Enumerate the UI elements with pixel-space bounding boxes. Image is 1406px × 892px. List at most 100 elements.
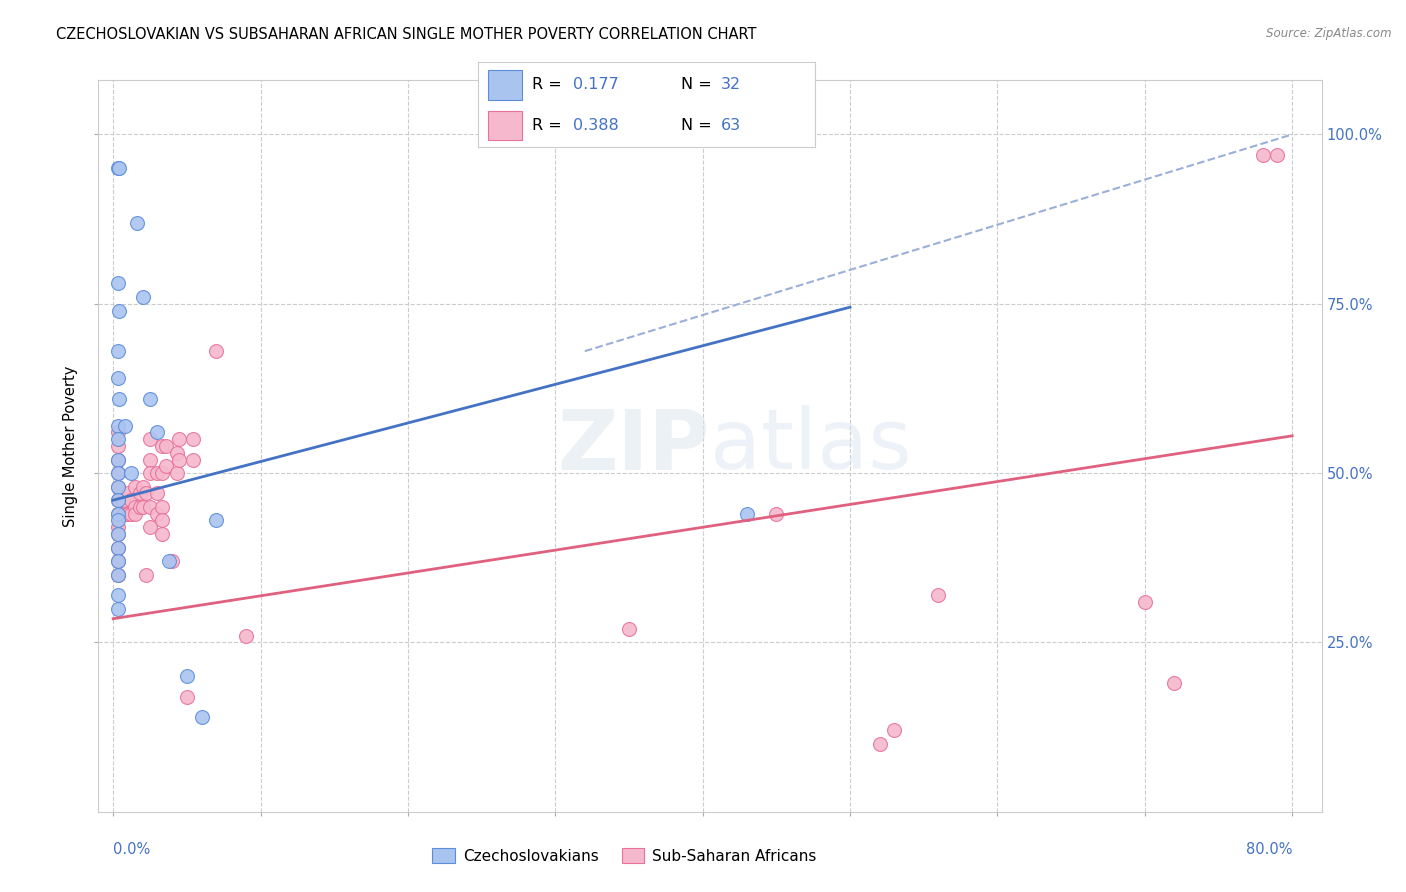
Point: [120, 466, 142, 480]
Point: [107, 527, 129, 541]
Point: [1133, 595, 1156, 609]
Point: [107, 439, 129, 453]
Point: [107, 507, 129, 521]
Text: 0.388: 0.388: [572, 118, 619, 133]
Text: ZIP: ZIP: [558, 406, 710, 486]
Text: CZECHOSLOVAKIAN VS SUBSAHARAN AFRICAN SINGLE MOTHER POVERTY CORRELATION CHART: CZECHOSLOVAKIAN VS SUBSAHARAN AFRICAN SI…: [56, 27, 756, 42]
Point: [131, 500, 153, 514]
Point: [114, 507, 136, 521]
Point: [150, 500, 173, 514]
Point: [927, 588, 949, 602]
Point: [869, 737, 891, 751]
Point: [735, 507, 758, 521]
Point: [150, 439, 173, 453]
Point: [139, 392, 162, 406]
Point: [108, 161, 131, 176]
Point: [124, 480, 146, 494]
Point: [205, 344, 228, 359]
Point: [107, 554, 129, 568]
Point: [107, 541, 129, 555]
Point: [107, 344, 129, 359]
Point: [235, 629, 257, 643]
Point: [107, 493, 129, 508]
Point: [181, 432, 204, 446]
Point: [139, 520, 162, 534]
Point: [117, 507, 139, 521]
Point: [150, 514, 173, 528]
Point: [107, 466, 129, 480]
Point: [108, 392, 131, 406]
FancyBboxPatch shape: [488, 111, 522, 140]
Text: Source: ZipAtlas.com: Source: ZipAtlas.com: [1267, 27, 1392, 40]
Point: [107, 452, 129, 467]
Point: [765, 507, 787, 521]
Point: [139, 466, 162, 480]
Point: [124, 500, 146, 514]
Point: [169, 452, 191, 467]
Point: [146, 507, 169, 521]
Text: 0.0%: 0.0%: [112, 842, 150, 857]
Point: [139, 452, 162, 467]
Point: [146, 486, 169, 500]
Point: [155, 439, 177, 453]
Text: 63: 63: [721, 118, 741, 133]
Point: [114, 418, 136, 433]
Point: [157, 554, 180, 568]
Point: [107, 514, 129, 528]
Point: [107, 554, 129, 568]
Point: [107, 601, 129, 615]
Point: [107, 432, 129, 446]
Point: [107, 371, 129, 385]
Point: [205, 514, 228, 528]
Point: [120, 493, 142, 508]
Point: [139, 500, 162, 514]
Point: [107, 567, 129, 582]
Point: [128, 500, 150, 514]
Point: [107, 277, 129, 291]
Point: [107, 588, 129, 602]
Point: [150, 466, 173, 480]
Point: [176, 690, 198, 704]
Point: [146, 466, 169, 480]
Point: [166, 446, 188, 460]
Point: [150, 527, 173, 541]
Point: [107, 480, 129, 494]
Point: [1163, 676, 1185, 690]
Text: 32: 32: [721, 78, 741, 93]
Point: [181, 452, 204, 467]
Point: [190, 710, 212, 724]
Point: [107, 567, 129, 582]
Point: [146, 425, 169, 440]
Point: [107, 466, 129, 480]
Point: [883, 723, 905, 738]
Point: [108, 303, 131, 318]
Point: [107, 418, 129, 433]
Point: [107, 425, 129, 440]
Point: [120, 507, 142, 521]
Point: [135, 567, 157, 582]
Text: N =: N =: [681, 118, 717, 133]
Text: 80.0%: 80.0%: [1246, 842, 1292, 857]
Point: [1267, 148, 1289, 162]
Point: [155, 459, 177, 474]
Point: [135, 486, 157, 500]
Text: R =: R =: [531, 78, 567, 93]
Point: [107, 161, 129, 176]
Text: R =: R =: [531, 118, 567, 133]
Text: 0.177: 0.177: [572, 78, 619, 93]
Text: atlas: atlas: [710, 406, 911, 486]
Point: [617, 622, 640, 636]
Point: [131, 290, 153, 304]
Point: [117, 486, 139, 500]
Text: N =: N =: [681, 78, 717, 93]
Point: [107, 480, 129, 494]
Point: [107, 507, 129, 521]
Y-axis label: Single Mother Poverty: Single Mother Poverty: [63, 366, 79, 526]
Point: [107, 452, 129, 467]
Point: [139, 432, 162, 446]
Legend: Czechoslovakians, Sub-Saharan Africans: Czechoslovakians, Sub-Saharan Africans: [426, 842, 823, 870]
FancyBboxPatch shape: [488, 70, 522, 100]
Point: [107, 520, 129, 534]
Point: [128, 486, 150, 500]
Point: [125, 215, 148, 229]
